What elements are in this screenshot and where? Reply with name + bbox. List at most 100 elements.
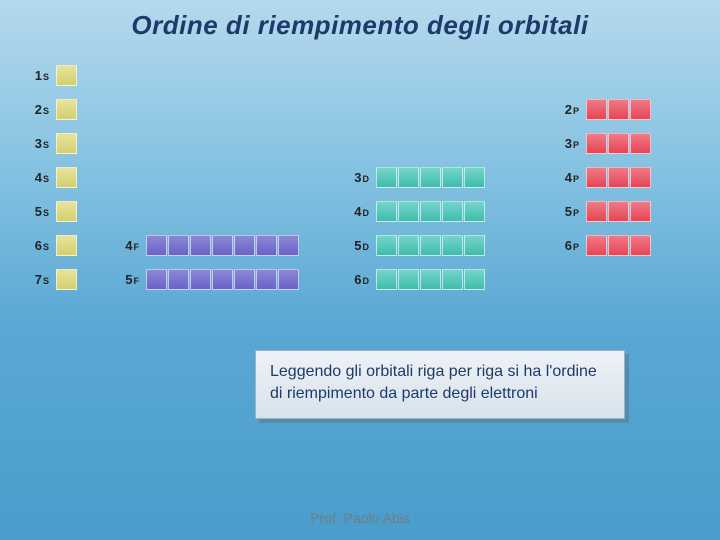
orbital-label-7s: 7s (22, 272, 50, 287)
orbital-box (190, 269, 211, 290)
orbital-row: 5s 4d 5p (22, 194, 698, 228)
orbital-box (212, 269, 233, 290)
orbital-box (56, 201, 77, 222)
orbital-box (278, 269, 299, 290)
orbital-box (212, 235, 233, 256)
orbital-box (398, 201, 419, 222)
orbital-box (56, 99, 77, 120)
orbital-label-4p: 4p (552, 170, 580, 185)
orbital-diagram: 1s 2s 2p 3s 3p 4s 3d 4p 5s 4d 5p 6s 4f 5d 6p 7s 5f 6d (22, 58, 698, 296)
orbital-box (608, 201, 629, 222)
orbital-boxes-6s (56, 235, 77, 256)
orbital-box (442, 269, 463, 290)
orbital-box (420, 201, 441, 222)
orbital-box (234, 269, 255, 290)
orbital-box (376, 269, 397, 290)
orbital-boxes-5f (146, 269, 299, 290)
orbital-label-6p: 6p (552, 238, 580, 253)
orbital-label-4f: 4f (112, 238, 140, 253)
orbital-box (442, 167, 463, 188)
orbital-box (630, 133, 651, 154)
orbital-box (256, 235, 277, 256)
orbital-label-5d: 5d (342, 238, 370, 253)
orbital-box (420, 235, 441, 256)
orbital-boxes-4f (146, 235, 299, 256)
orbital-box (608, 99, 629, 120)
orbital-label-5s: 5s (22, 204, 50, 219)
orbital-box (256, 269, 277, 290)
orbital-box (376, 235, 397, 256)
orbital-label-6s: 6s (22, 238, 50, 253)
orbital-box (56, 167, 77, 188)
orbital-box (56, 269, 77, 290)
orbital-row: 6s 4f 5d 6p (22, 228, 698, 262)
orbital-box (146, 235, 167, 256)
orbital-box (376, 201, 397, 222)
orbital-box (630, 99, 651, 120)
orbital-label-4d: 4d (342, 204, 370, 219)
orbital-boxes-4d (376, 201, 485, 222)
orbital-box (146, 269, 167, 290)
orbital-label-3d: 3d (342, 170, 370, 185)
orbital-label-4s: 4s (22, 170, 50, 185)
orbital-label-2s: 2s (22, 102, 50, 117)
orbital-label-2p: 2p (552, 102, 580, 117)
orbital-label-3s: 3s (22, 136, 50, 151)
orbital-box (190, 235, 211, 256)
orbital-box (442, 201, 463, 222)
orbital-boxes-5d (376, 235, 485, 256)
orbital-row: 7s 5f 6d (22, 262, 698, 296)
orbital-label-5p: 5p (552, 204, 580, 219)
orbital-box (420, 167, 441, 188)
orbital-boxes-3d (376, 167, 485, 188)
orbital-box (630, 235, 651, 256)
orbital-box (168, 235, 189, 256)
orbital-box (586, 235, 607, 256)
orbital-box (586, 99, 607, 120)
orbital-box (56, 133, 77, 154)
orbital-box (56, 235, 77, 256)
orbital-label-3p: 3p (552, 136, 580, 151)
orbital-boxes-6d (376, 269, 485, 290)
orbital-boxes-2p (586, 99, 651, 120)
orbital-boxes-2s (56, 99, 77, 120)
orbital-box (168, 269, 189, 290)
orbital-box (630, 201, 651, 222)
slide-title: Ordine di riempimento degli orbitali (0, 10, 720, 41)
orbital-boxes-4p (586, 167, 651, 188)
orbital-box (234, 235, 255, 256)
orbital-row: 2s 2p (22, 92, 698, 126)
orbital-row: 1s (22, 58, 698, 92)
orbital-box (608, 235, 629, 256)
orbital-boxes-6p (586, 235, 651, 256)
orbital-boxes-5p (586, 201, 651, 222)
orbital-box (398, 235, 419, 256)
caption-box: Leggendo gli orbitali riga per riga si h… (255, 350, 625, 419)
orbital-box (376, 167, 397, 188)
orbital-box (630, 167, 651, 188)
orbital-row: 3s 3p (22, 126, 698, 160)
orbital-label-6d: 6d (342, 272, 370, 287)
orbital-box (442, 235, 463, 256)
orbital-box (278, 235, 299, 256)
orbital-box (398, 269, 419, 290)
orbital-box (464, 201, 485, 222)
orbital-label-1s: 1s (22, 68, 50, 83)
orbital-box (464, 167, 485, 188)
orbital-boxes-1s (56, 65, 77, 86)
orbital-box (586, 133, 607, 154)
orbital-box (464, 269, 485, 290)
orbital-box (56, 65, 77, 86)
orbital-boxes-5s (56, 201, 77, 222)
orbital-box (586, 201, 607, 222)
orbital-boxes-7s (56, 269, 77, 290)
orbital-row: 4s 3d 4p (22, 160, 698, 194)
orbital-box (608, 133, 629, 154)
orbital-box (608, 167, 629, 188)
orbital-box (420, 269, 441, 290)
orbital-boxes-3s (56, 133, 77, 154)
orbital-label-5f: 5f (112, 272, 140, 287)
orbital-box (586, 167, 607, 188)
orbital-boxes-4s (56, 167, 77, 188)
footer-credit: Prof. Paolo Abis (0, 510, 720, 526)
